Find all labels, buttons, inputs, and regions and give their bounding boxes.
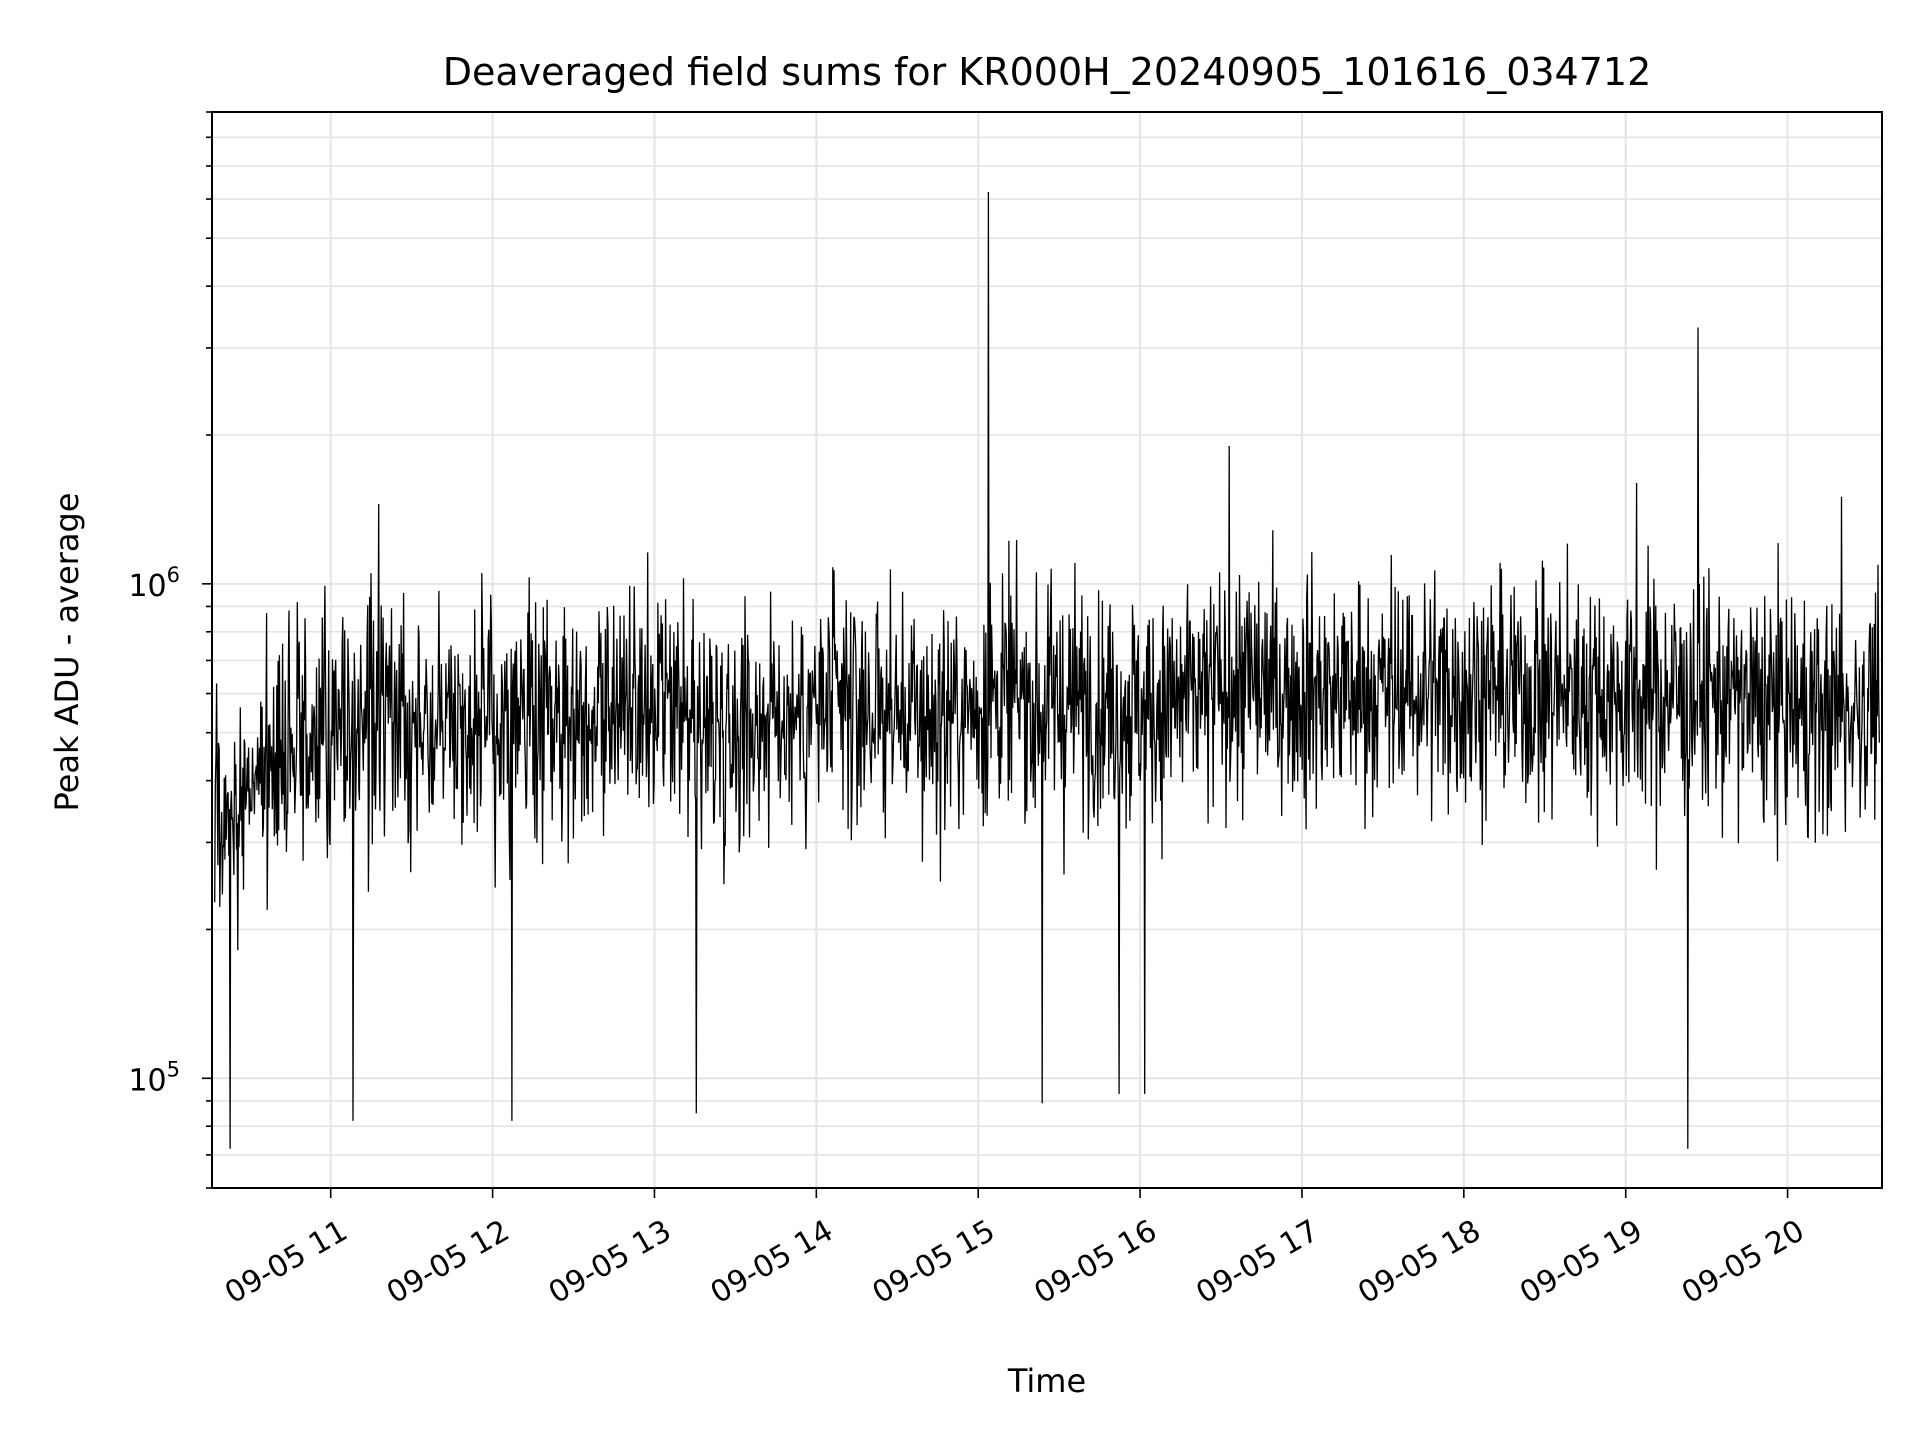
x-axis-label: Time bbox=[1007, 1362, 1086, 1400]
data-series-path bbox=[214, 191, 1880, 1149]
y-tick-label: 106 bbox=[128, 563, 180, 604]
y-axis-label: Peak ADU - average bbox=[48, 493, 86, 812]
data-series-line bbox=[214, 191, 1880, 1149]
plot-frame bbox=[211, 111, 1883, 1189]
y-tick-label: 105 bbox=[128, 1057, 180, 1098]
chart-title: Deaveraged field sums for KR000H_2024090… bbox=[443, 50, 1652, 94]
